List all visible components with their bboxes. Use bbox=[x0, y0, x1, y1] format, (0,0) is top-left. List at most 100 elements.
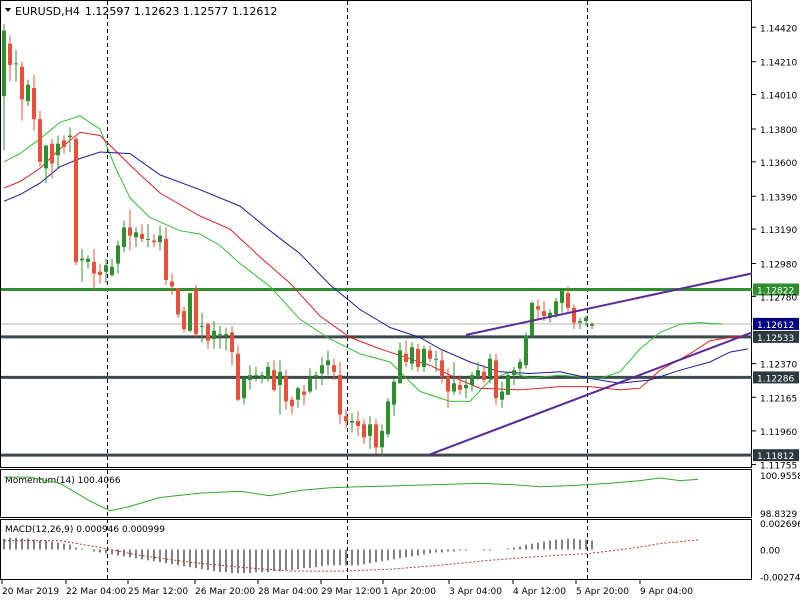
candle-body bbox=[128, 227, 132, 236]
candle bbox=[224, 327, 228, 351]
candle-body bbox=[8, 43, 12, 65]
candle bbox=[134, 227, 138, 248]
candle-body bbox=[554, 301, 558, 315]
level-price-label: 1.12533 bbox=[757, 334, 794, 344]
candle bbox=[248, 365, 252, 390]
price-tick-label: 1.12165 bbox=[760, 394, 797, 404]
candle bbox=[32, 74, 36, 131]
candle-body bbox=[350, 421, 354, 423]
moving-average-line bbox=[3, 131, 741, 391]
candle bbox=[260, 371, 264, 384]
candle-body bbox=[326, 360, 330, 366]
candle bbox=[578, 317, 582, 330]
time-tick-label: 28 Mar 04:00 bbox=[258, 587, 318, 597]
price-tick-label: 1.12370 bbox=[760, 361, 797, 371]
candle bbox=[290, 396, 294, 415]
candle bbox=[92, 248, 96, 290]
candle bbox=[584, 316, 588, 326]
candle-body bbox=[566, 293, 570, 308]
candle bbox=[152, 234, 156, 248]
macd-tick-label: 0.002696 bbox=[760, 520, 800, 530]
trend-channel[interactable] bbox=[427, 272, 753, 457]
candle-body bbox=[182, 311, 186, 330]
candle-body bbox=[92, 261, 96, 274]
candle bbox=[488, 353, 492, 384]
candle bbox=[344, 409, 348, 428]
level-price-tag bbox=[753, 283, 799, 296]
price-tick-label: 1.14210 bbox=[760, 59, 797, 69]
candle bbox=[554, 297, 558, 318]
candle bbox=[386, 398, 390, 438]
candle bbox=[86, 255, 90, 269]
candle-body bbox=[332, 365, 336, 372]
candle-body bbox=[422, 348, 426, 367]
candle bbox=[410, 342, 414, 371]
time-tick-label: 29 Mar 12:00 bbox=[321, 587, 381, 597]
price-tick-label: 1.12980 bbox=[760, 261, 797, 271]
candle bbox=[194, 284, 198, 338]
candle-body bbox=[470, 375, 474, 385]
price-tick-label: 1.13600 bbox=[760, 159, 797, 169]
price-tick-label: 1.13800 bbox=[760, 126, 797, 136]
candle-body bbox=[266, 366, 270, 379]
channel-line[interactable] bbox=[427, 331, 753, 457]
candle-body bbox=[176, 288, 180, 315]
candle bbox=[110, 258, 114, 277]
candle bbox=[176, 288, 180, 318]
candle bbox=[524, 332, 528, 369]
candle bbox=[296, 386, 300, 408]
candle-body bbox=[32, 87, 36, 120]
candle bbox=[446, 368, 450, 408]
candle bbox=[266, 361, 270, 382]
candle bbox=[320, 357, 324, 385]
level-price-tag bbox=[753, 371, 799, 384]
candle bbox=[572, 304, 576, 330]
candle bbox=[530, 301, 534, 338]
candle bbox=[326, 350, 330, 376]
candle bbox=[20, 61, 24, 121]
price-tick-label: 1.13390 bbox=[760, 193, 797, 203]
time-tick-label: 4 Apr 12:00 bbox=[513, 587, 566, 597]
candle-body bbox=[56, 143, 60, 156]
candle bbox=[512, 366, 516, 385]
candle-body bbox=[356, 421, 360, 426]
horizontal-levels[interactable]: 1.12822 1.12533 1.12286 1.11812 1.12612 bbox=[1, 283, 799, 462]
candle-body bbox=[338, 375, 342, 415]
candle bbox=[8, 35, 12, 82]
candle-body bbox=[122, 227, 126, 248]
candle-body bbox=[158, 235, 162, 243]
candle bbox=[230, 325, 234, 366]
candle-body bbox=[164, 238, 168, 280]
macd-indicator: MACD(12,26,9) 0.000946 0.000999 0.002696 0… bbox=[3, 520, 800, 584]
candle bbox=[206, 322, 210, 349]
candle-body bbox=[320, 365, 324, 374]
candle-body bbox=[200, 325, 204, 327]
candle bbox=[44, 145, 48, 184]
collapse-triangle-icon[interactable] bbox=[5, 8, 11, 12]
candle bbox=[470, 371, 474, 392]
candle-body bbox=[584, 317, 588, 321]
macd-panel-frame bbox=[0, 519, 752, 580]
candle bbox=[26, 79, 30, 107]
candle bbox=[332, 358, 336, 381]
price-tick-label: 1.14010 bbox=[760, 92, 797, 102]
chart-header: EURUSD,H4 1.12597 1.12623 1.12577 1.12612 bbox=[15, 5, 277, 18]
candle-body bbox=[560, 289, 564, 303]
candle-body bbox=[296, 388, 300, 400]
candle bbox=[98, 263, 102, 284]
candle bbox=[500, 381, 504, 408]
candle bbox=[80, 248, 84, 282]
candle bbox=[416, 343, 420, 372]
candle-body bbox=[440, 360, 444, 377]
candlestick-series bbox=[2, 23, 594, 456]
channel-line[interactable] bbox=[465, 272, 753, 336]
time-tick-label: 1 Apr 20:00 bbox=[383, 587, 436, 597]
candle bbox=[536, 299, 540, 320]
candle bbox=[506, 371, 510, 395]
price-tick-label: 1.13190 bbox=[760, 226, 797, 236]
candle-body bbox=[590, 324, 594, 326]
candle-body bbox=[512, 370, 516, 376]
candle-body bbox=[386, 401, 390, 435]
